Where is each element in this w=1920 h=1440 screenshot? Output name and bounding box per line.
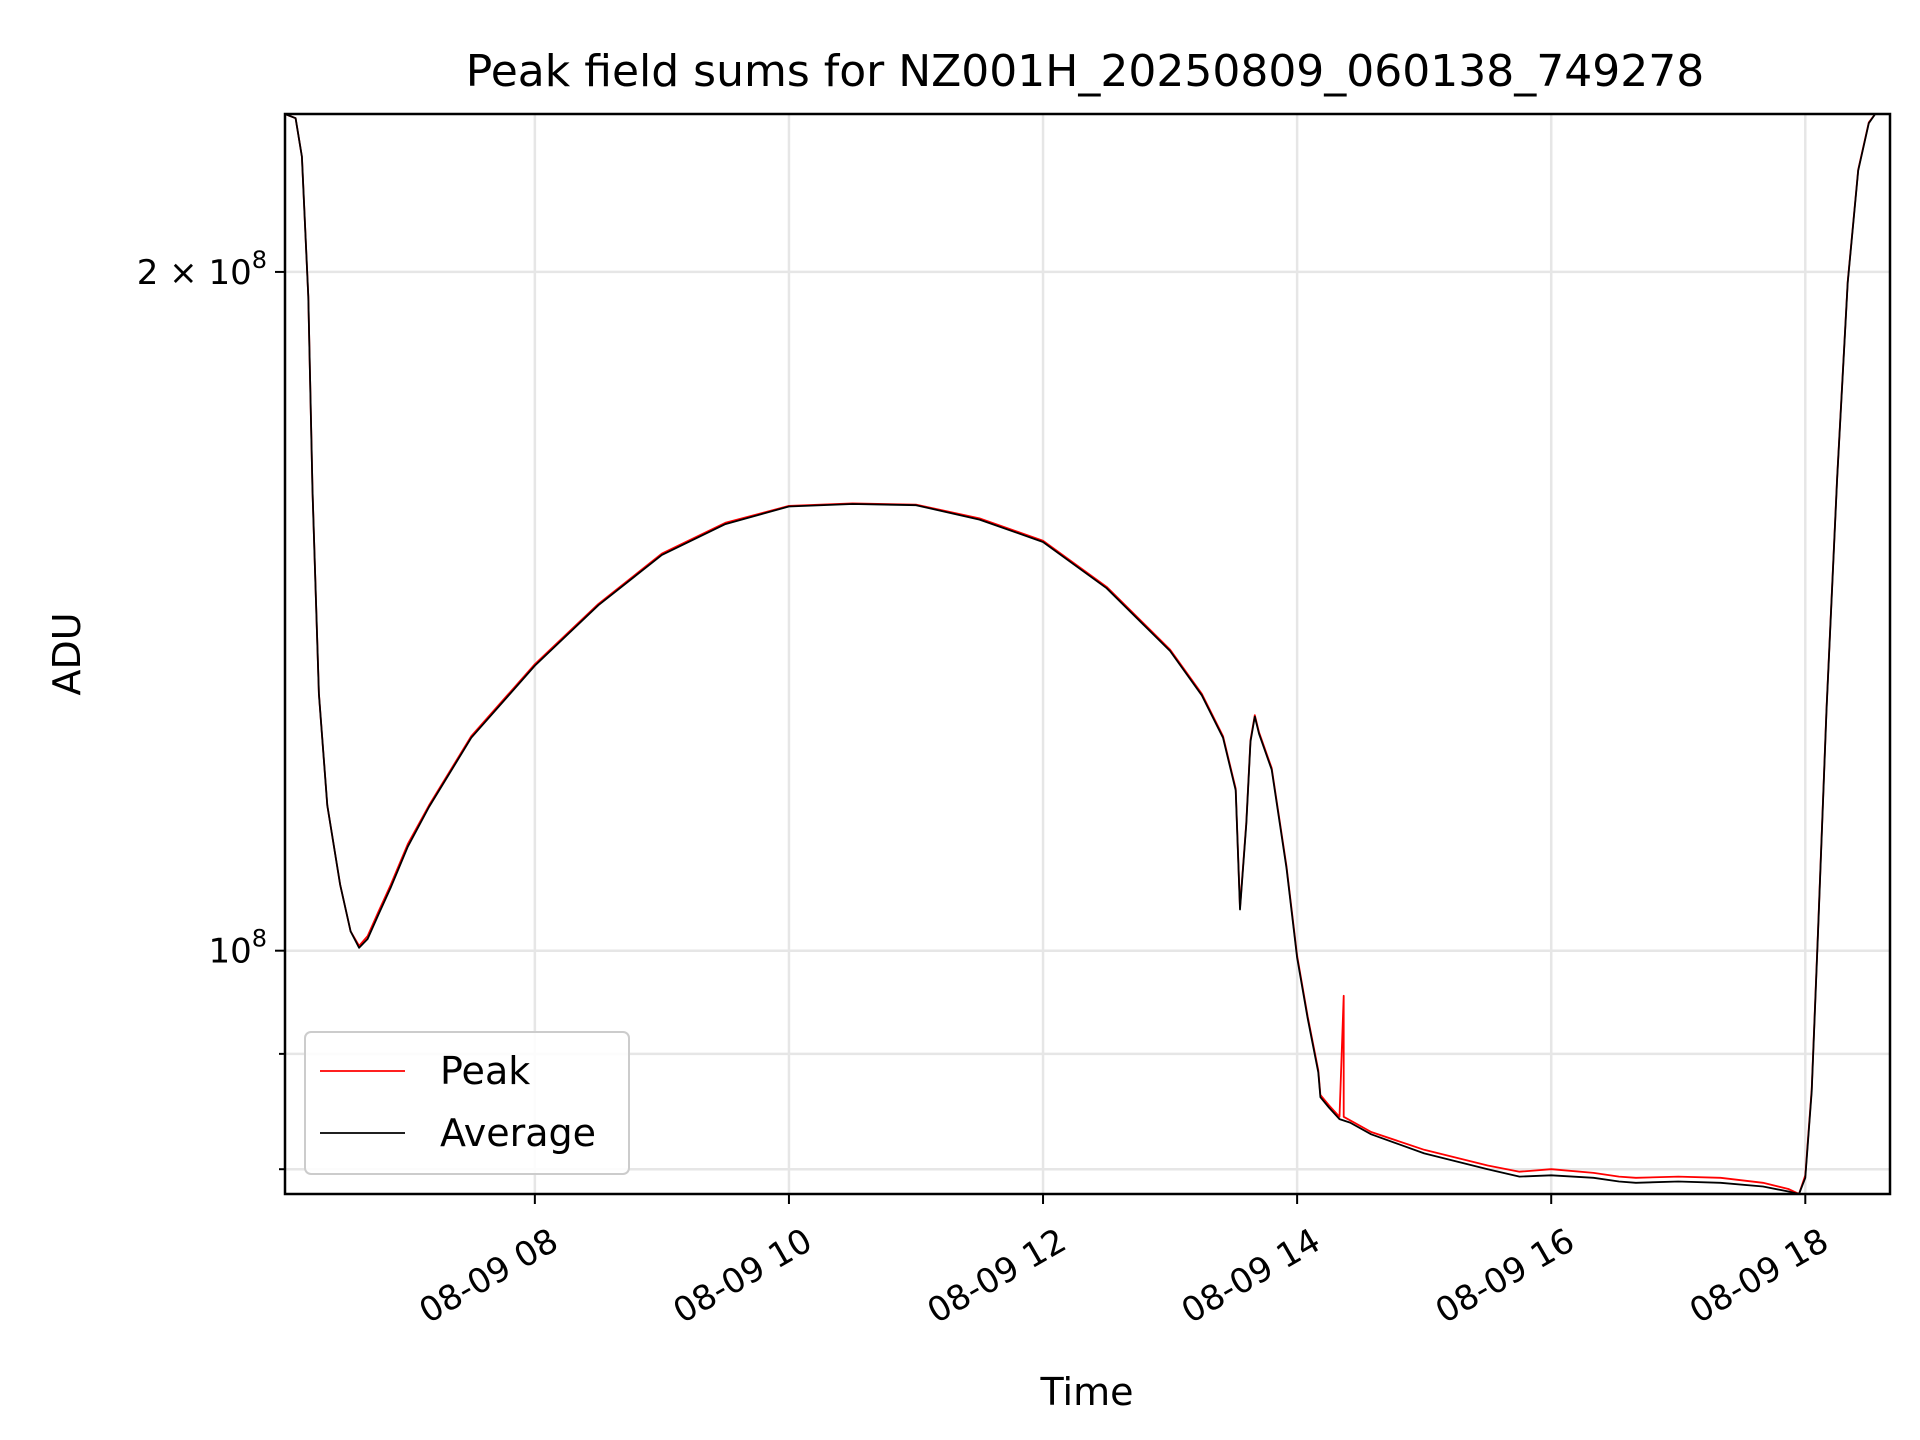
y-tick-label: 2 × 108	[137, 246, 267, 293]
y-tick-label-base: 2 × 10	[137, 253, 252, 293]
legend: Peak Average	[304, 1031, 630, 1175]
y-tick-label-exponent: 8	[252, 246, 267, 274]
legend-box	[304, 1031, 630, 1175]
legend-label-peak: Peak	[440, 1049, 530, 1093]
legend-label-average: Average	[440, 1111, 596, 1155]
grid	[285, 114, 1890, 1194]
x-axis-label: Time	[1040, 1370, 1134, 1414]
y-axis-label: ADU	[45, 612, 89, 695]
plot-frame	[283, 112, 1892, 1196]
series-line-average	[284, 113, 1890, 1195]
chart-title: Peak field sums for NZ001H_20250809_0601…	[466, 46, 1704, 97]
y-tick-label-base: 10	[208, 932, 251, 972]
plot-lines	[284, 113, 1890, 1195]
y-tick-label-exponent: 8	[252, 925, 267, 953]
y-tick-label: 108	[208, 925, 267, 972]
